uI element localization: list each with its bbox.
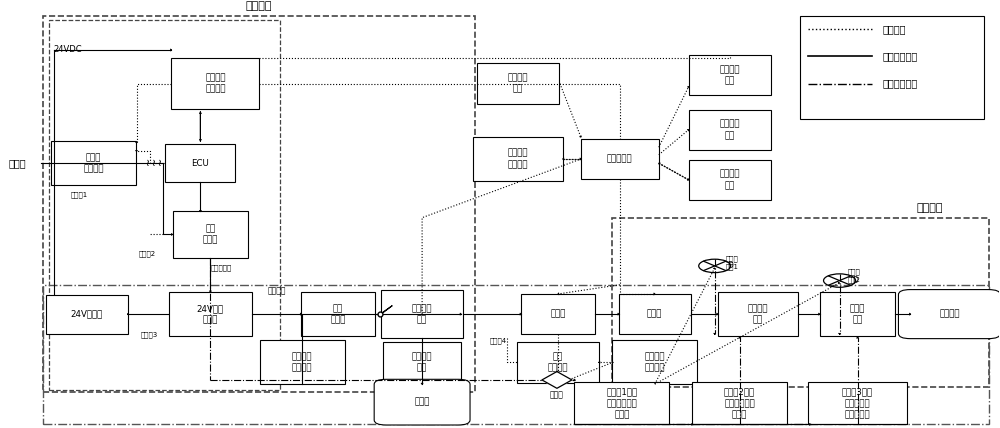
Bar [383,342,461,382]
Text: 电负荷: 电负荷 [414,398,430,407]
Bar [260,340,345,384]
Bar [301,292,375,336]
Text: 余热传输线路: 余热传输线路 [882,78,918,89]
Text: 电子膨
胀阀1: 电子膨 胀阀1 [726,256,739,270]
Bar [800,16,984,119]
Text: 冷媒循环
系统: 冷媒循环 系统 [747,304,768,324]
Bar [612,340,697,384]
Bar [612,218,989,387]
Bar [165,144,235,182]
Bar [581,139,659,179]
Text: ~: ~ [149,157,159,165]
FancyBboxPatch shape [374,379,470,425]
Bar [46,294,128,333]
Bar [49,20,280,389]
Text: 用能预测
模块: 用能预测 模块 [508,73,528,94]
Text: 电源转换
模块: 电源转换 模块 [412,352,432,372]
Text: 继电器4: 继电器4 [490,338,507,344]
Bar [173,211,248,258]
Text: 市电或柴
油发电机: 市电或柴 油发电机 [292,352,313,372]
Text: 电能传输线路: 电能传输线路 [882,51,918,61]
Bar [808,383,907,425]
Text: 冷热负荷: 冷热负荷 [939,309,960,318]
Text: 风机
冷却系统: 风机 冷却系统 [548,352,568,372]
Bar [619,294,691,334]
Text: 皮带轮驱动: 皮带轮驱动 [210,265,232,271]
Text: 燃气
发动机: 燃气 发动机 [203,224,218,245]
Text: 24V直流
发电机: 24V直流 发电机 [197,304,224,324]
Text: 热泵系统: 热泵系统 [916,202,943,213]
Bar [517,342,599,383]
Text: 切换开关: 切换开关 [268,286,287,295]
Text: 变频器: 变频器 [550,309,566,318]
Text: 继电器2: 继电器2 [139,250,156,257]
Bar [171,58,259,109]
Text: 电子膨
胀阀2: 电子膨 胀阀2 [848,268,860,282]
Bar [689,55,771,95]
Bar [169,292,252,336]
Bar [381,290,463,338]
Polygon shape [542,372,572,388]
Bar [689,160,771,200]
Text: 继电器1: 继电器1 [71,191,88,198]
Text: 24V蓄电池: 24V蓄电池 [70,309,103,318]
Text: 控制线路: 控制线路 [882,24,906,34]
Bar [689,110,771,149]
FancyBboxPatch shape [898,290,1000,339]
Text: 换热器1（尾
气余热回收换
热器）: 换热器1（尾 气余热回收换 热器） [606,387,637,419]
Text: ~: ~ [155,157,165,165]
Text: 天然气: 天然气 [9,158,26,168]
Text: 智能监测
模块: 智能监测 模块 [719,65,740,85]
Bar [43,16,475,392]
Text: 热泵系统
控制模块: 热泵系统 控制模块 [645,352,665,372]
Text: 集中控制器: 集中控制器 [607,155,633,163]
Text: 驱动系统: 驱动系统 [246,1,272,12]
Text: D: D [728,262,734,270]
Text: 继电器3: 继电器3 [141,332,158,339]
Bar [820,292,895,336]
Text: 故障检测
模块: 故障检测 模块 [719,119,740,140]
Bar [51,141,136,185]
Text: 换热器3（冷
冻水余热回
收换热器）: 换热器3（冷 冻水余热回 收换热器） [842,387,873,419]
Bar [574,383,669,425]
Text: 工频
发电机: 工频 发电机 [331,304,346,324]
Text: 发动机
冷却水泵: 发动机 冷却水泵 [83,153,104,173]
Text: 维修保养
预测模块: 维修保养 预测模块 [508,149,528,169]
Text: 驱动系统
控制模块: 驱动系统 控制模块 [205,73,226,94]
Text: 换热器2（冷
媒余热回收换
热器）: 换热器2（冷 媒余热回收换 热器） [724,387,755,419]
Bar [692,383,787,425]
Bar [718,292,798,336]
Bar [43,285,989,424]
Bar [521,294,595,334]
Text: D: D [853,276,858,285]
Text: ECU: ECU [191,159,209,168]
Text: 能量管理
模块: 能量管理 模块 [412,304,432,324]
Text: 冷冻水
系统: 冷冻水 系统 [850,304,865,324]
Text: 电磁阀: 电磁阀 [550,390,564,399]
Bar [473,137,563,181]
Text: 人机交互
模块: 人机交互 模块 [719,170,740,190]
Text: 压缩机: 压缩机 [647,309,662,318]
Text: ~: ~ [143,157,153,165]
Text: 24VDC: 24VDC [54,45,82,54]
Bar [477,63,559,104]
